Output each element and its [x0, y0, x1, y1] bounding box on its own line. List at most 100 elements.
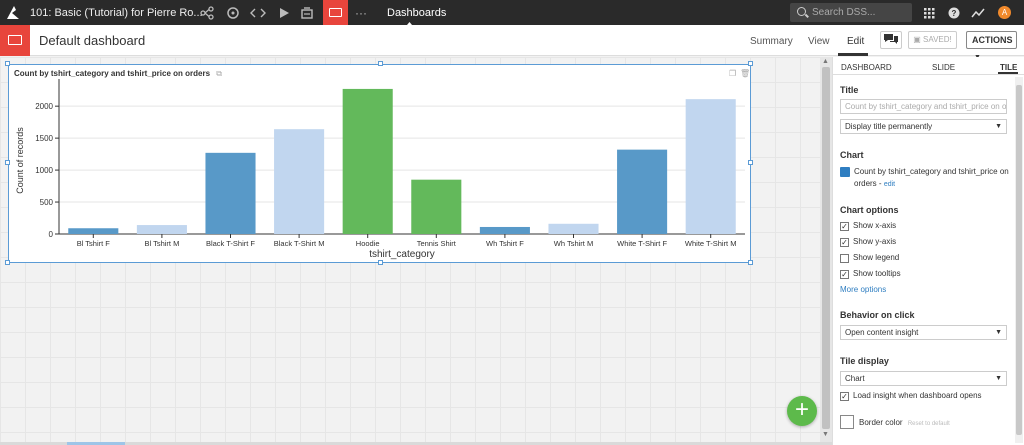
show-legend-checkbox[interactable] [840, 254, 849, 263]
title-display-select[interactable]: Display title permanently ▼ [840, 119, 1007, 134]
save-icon: ▣ [913, 35, 924, 44]
breadcrumb[interactable]: Dashboards [387, 7, 447, 19]
resize-handle-se[interactable] [748, 260, 753, 265]
bar [617, 149, 668, 234]
show-y-axis-checkbox[interactable]: ✓ [840, 238, 849, 247]
tile-title-text: Count by tshirt_category and tshirt_pric… [14, 69, 211, 78]
show-legend-label: Show legend [853, 253, 900, 262]
tile-display-select[interactable]: Chart ▼ [840, 371, 1007, 386]
y-axis-title: Count of records [15, 127, 25, 194]
y-tick-label: 500 [40, 198, 54, 207]
tile-title-field[interactable]: Count by tshirt_category and tshirt_pric… [840, 99, 1007, 114]
canvas-scrollbar-thumb[interactable] [822, 67, 830, 429]
dss-logo-icon[interactable] [0, 0, 28, 25]
dashboards-icon[interactable] [323, 0, 348, 25]
x-tick-label: Black T-Shirt F [206, 239, 255, 248]
horizontal-scrollbar-thumb[interactable] [67, 442, 125, 445]
y-tick-label: 2000 [35, 102, 53, 111]
show-tooltips-checkbox[interactable]: ✓ [840, 270, 849, 279]
horizontal-scrollbar[interactable] [0, 442, 832, 445]
resize-handle-s[interactable] [378, 260, 383, 265]
settings-cycle-icon[interactable] [225, 5, 241, 21]
panel-scrollbar[interactable] [1015, 77, 1023, 443]
trash-icon[interactable]: 🗑 [740, 69, 751, 78]
dashboard-icon [0, 25, 30, 56]
resize-handle-sw[interactable] [5, 260, 10, 265]
show-tooltips-label: Show tooltips [853, 269, 901, 278]
actions-dropdown[interactable]: ACTIONS ▼ [966, 31, 1017, 61]
run-icon[interactable] [276, 5, 292, 21]
tab-tile[interactable]: TILE [1000, 63, 1018, 72]
x-tick-label: Hoodie [356, 239, 380, 248]
x-tick-label: Bl Tshirt F [77, 239, 111, 248]
x-axis-title: tshirt_category [369, 249, 435, 260]
more-options-link[interactable]: More options [840, 285, 887, 294]
search-icon [797, 7, 806, 16]
tile-title: Count by tshirt_category and tshirt_pric… [14, 69, 222, 79]
tab-summary[interactable]: Summary [750, 36, 793, 47]
copy-icon[interactable]: ❐ [729, 69, 737, 78]
chevron-down-icon: ▼ [995, 375, 1002, 382]
load-insight-checkbox[interactable]: ✓ [840, 392, 849, 401]
behavior-select[interactable]: Open content insight ▼ [840, 325, 1007, 340]
code-icon[interactable] [250, 5, 266, 21]
discussions-button[interactable] [880, 31, 902, 49]
x-tick-label: White T-Shirt F [617, 239, 667, 248]
avatar[interactable]: A [998, 6, 1011, 19]
show-x-axis-checkbox[interactable]: ✓ [840, 222, 849, 231]
search-placeholder: Search DSS... [812, 7, 876, 18]
tab-dashboard[interactable]: DASHBOARD [841, 63, 892, 72]
tab-slide[interactable]: SLIDE [932, 63, 956, 72]
chart-reference: Count by tshirt_category and tshirt_pric… [854, 167, 1009, 188]
resize-handle-w[interactable] [5, 160, 10, 165]
project-title[interactable]: 101: Basic (Tutorial) for Pierre Ro... [30, 7, 203, 19]
tab-edit[interactable]: Edit [847, 36, 865, 47]
saved-button[interactable]: ▣ SAVED! [908, 31, 957, 49]
load-insight-label: Load insight when dashboard opens [853, 391, 982, 400]
border-color-label: Border color [859, 418, 903, 427]
chevron-down-icon: ▼ [995, 123, 1002, 130]
resize-handle-n[interactable] [378, 61, 383, 66]
title-section-label: Title [840, 85, 859, 95]
x-tick-label: White T-Shirt M [685, 239, 737, 248]
x-tick-label: Wh Tshirt M [554, 239, 593, 248]
panel-tabs: DASHBOARD SLIDE TILE [833, 57, 1024, 75]
resize-handle-nw[interactable] [5, 61, 10, 66]
top-navbar: 101: Basic (Tutorial) for Pierre Ro... ·… [0, 0, 1024, 25]
chart-tile[interactable]: Count by tshirt_category and tshirt_pric… [8, 64, 751, 263]
x-tick-label: Black T-Shirt M [274, 239, 325, 248]
scroll-up-icon[interactable]: ▲ [822, 58, 829, 65]
active-panel-tab-indicator [998, 72, 1018, 74]
chart-reference-name: Count by tshirt_category and tshirt_pric… [854, 167, 1009, 188]
chart-edit-link[interactable]: edit [883, 181, 896, 188]
search-input[interactable]: Search DSS... [790, 3, 912, 22]
apps-grid-icon[interactable] [921, 5, 937, 21]
flow-icon[interactable] [199, 5, 215, 21]
bar-chart: 0 500 1000 1500 2000 Bl Tshirt F Bl Tshirt M Bl… [15, 79, 745, 260]
y-tick-label: 1000 [35, 166, 53, 175]
resize-handle-e[interactable] [748, 160, 753, 165]
tab-view[interactable]: View [808, 36, 830, 47]
border-color-swatch[interactable] [840, 415, 854, 429]
tile-settings-panel: DASHBOARD SLIDE TILE Title Count by tshi… [832, 57, 1024, 445]
bar [274, 129, 325, 234]
scroll-down-icon[interactable]: ▼ [822, 431, 829, 438]
discussions-icon [884, 34, 898, 44]
resize-handle-ne[interactable] [748, 61, 753, 66]
bar [548, 223, 599, 234]
bar [479, 226, 530, 234]
title-display-value: Display title permanently [845, 122, 933, 131]
help-icon[interactable]: ? [946, 5, 962, 21]
activity-icon[interactable] [970, 5, 986, 21]
panel-scrollbar-thumb[interactable] [1016, 85, 1022, 435]
border-reset-link[interactable]: Reset to default [907, 421, 950, 427]
external-link-icon[interactable]: ⧉ [216, 69, 222, 78]
y-tick-label: 0 [49, 230, 54, 239]
more-menu-icon[interactable]: ··· [355, 6, 367, 20]
saved-label: SAVED! [923, 35, 952, 44]
jobs-icon[interactable] [299, 5, 315, 21]
bar [342, 88, 393, 234]
add-tile-button[interactable]: + [787, 396, 817, 426]
svg-text:?: ? [952, 9, 957, 18]
x-tick-label: Tennis Shirt [417, 239, 457, 248]
